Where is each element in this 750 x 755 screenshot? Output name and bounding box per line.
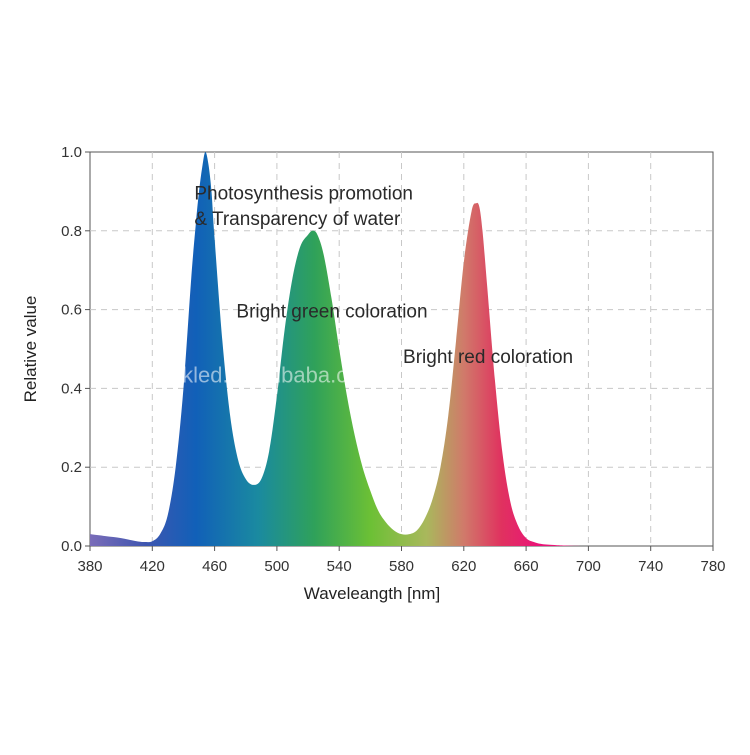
y-tick-label: 0.2 (61, 459, 82, 476)
watermark-text: weekled.en.alibaba.com (141, 362, 378, 387)
y-tick-label: 0.0 (61, 538, 82, 555)
x-tick-label: 620 (451, 558, 476, 575)
y-axis-title: Relative value (21, 296, 40, 403)
annotation-label: Photosynthesis promotion (194, 183, 413, 204)
y-tick-label: 0.8 (61, 223, 82, 240)
annotation-label: & Transparency of water (194, 209, 401, 230)
x-tick-label: 500 (264, 558, 289, 575)
y-ticks: 0.0 0.2 0.4 0.6 0.8 1.0 (61, 144, 90, 555)
annotation-label: Bright red coloration (403, 347, 573, 368)
x-tick-label: 420 (140, 558, 165, 575)
x-ticks: 380 420 460 500 540 580 620 660 700 740 780 (77, 546, 726, 575)
spectrum-area (90, 151, 713, 546)
x-tick-label: 380 (77, 558, 102, 575)
annotations: Photosynthesis promotion & Transparency o… (141, 183, 573, 387)
x-tick-label: 460 (202, 558, 227, 575)
x-tick-label: 700 (576, 558, 601, 575)
x-tick-label: 740 (638, 558, 663, 575)
x-tick-label: 540 (327, 558, 352, 575)
y-tick-label: 1.0 (61, 144, 82, 161)
y-tick-label: 0.6 (61, 302, 82, 319)
x-tick-label: 580 (389, 558, 414, 575)
x-axis-title: Waveleangth [nm] (304, 584, 440, 603)
annotation-label: Bright green coloration (236, 301, 427, 322)
x-tick-label: 660 (514, 558, 539, 575)
x-tick-label: 780 (700, 558, 725, 575)
y-tick-label: 0.4 (61, 380, 82, 397)
